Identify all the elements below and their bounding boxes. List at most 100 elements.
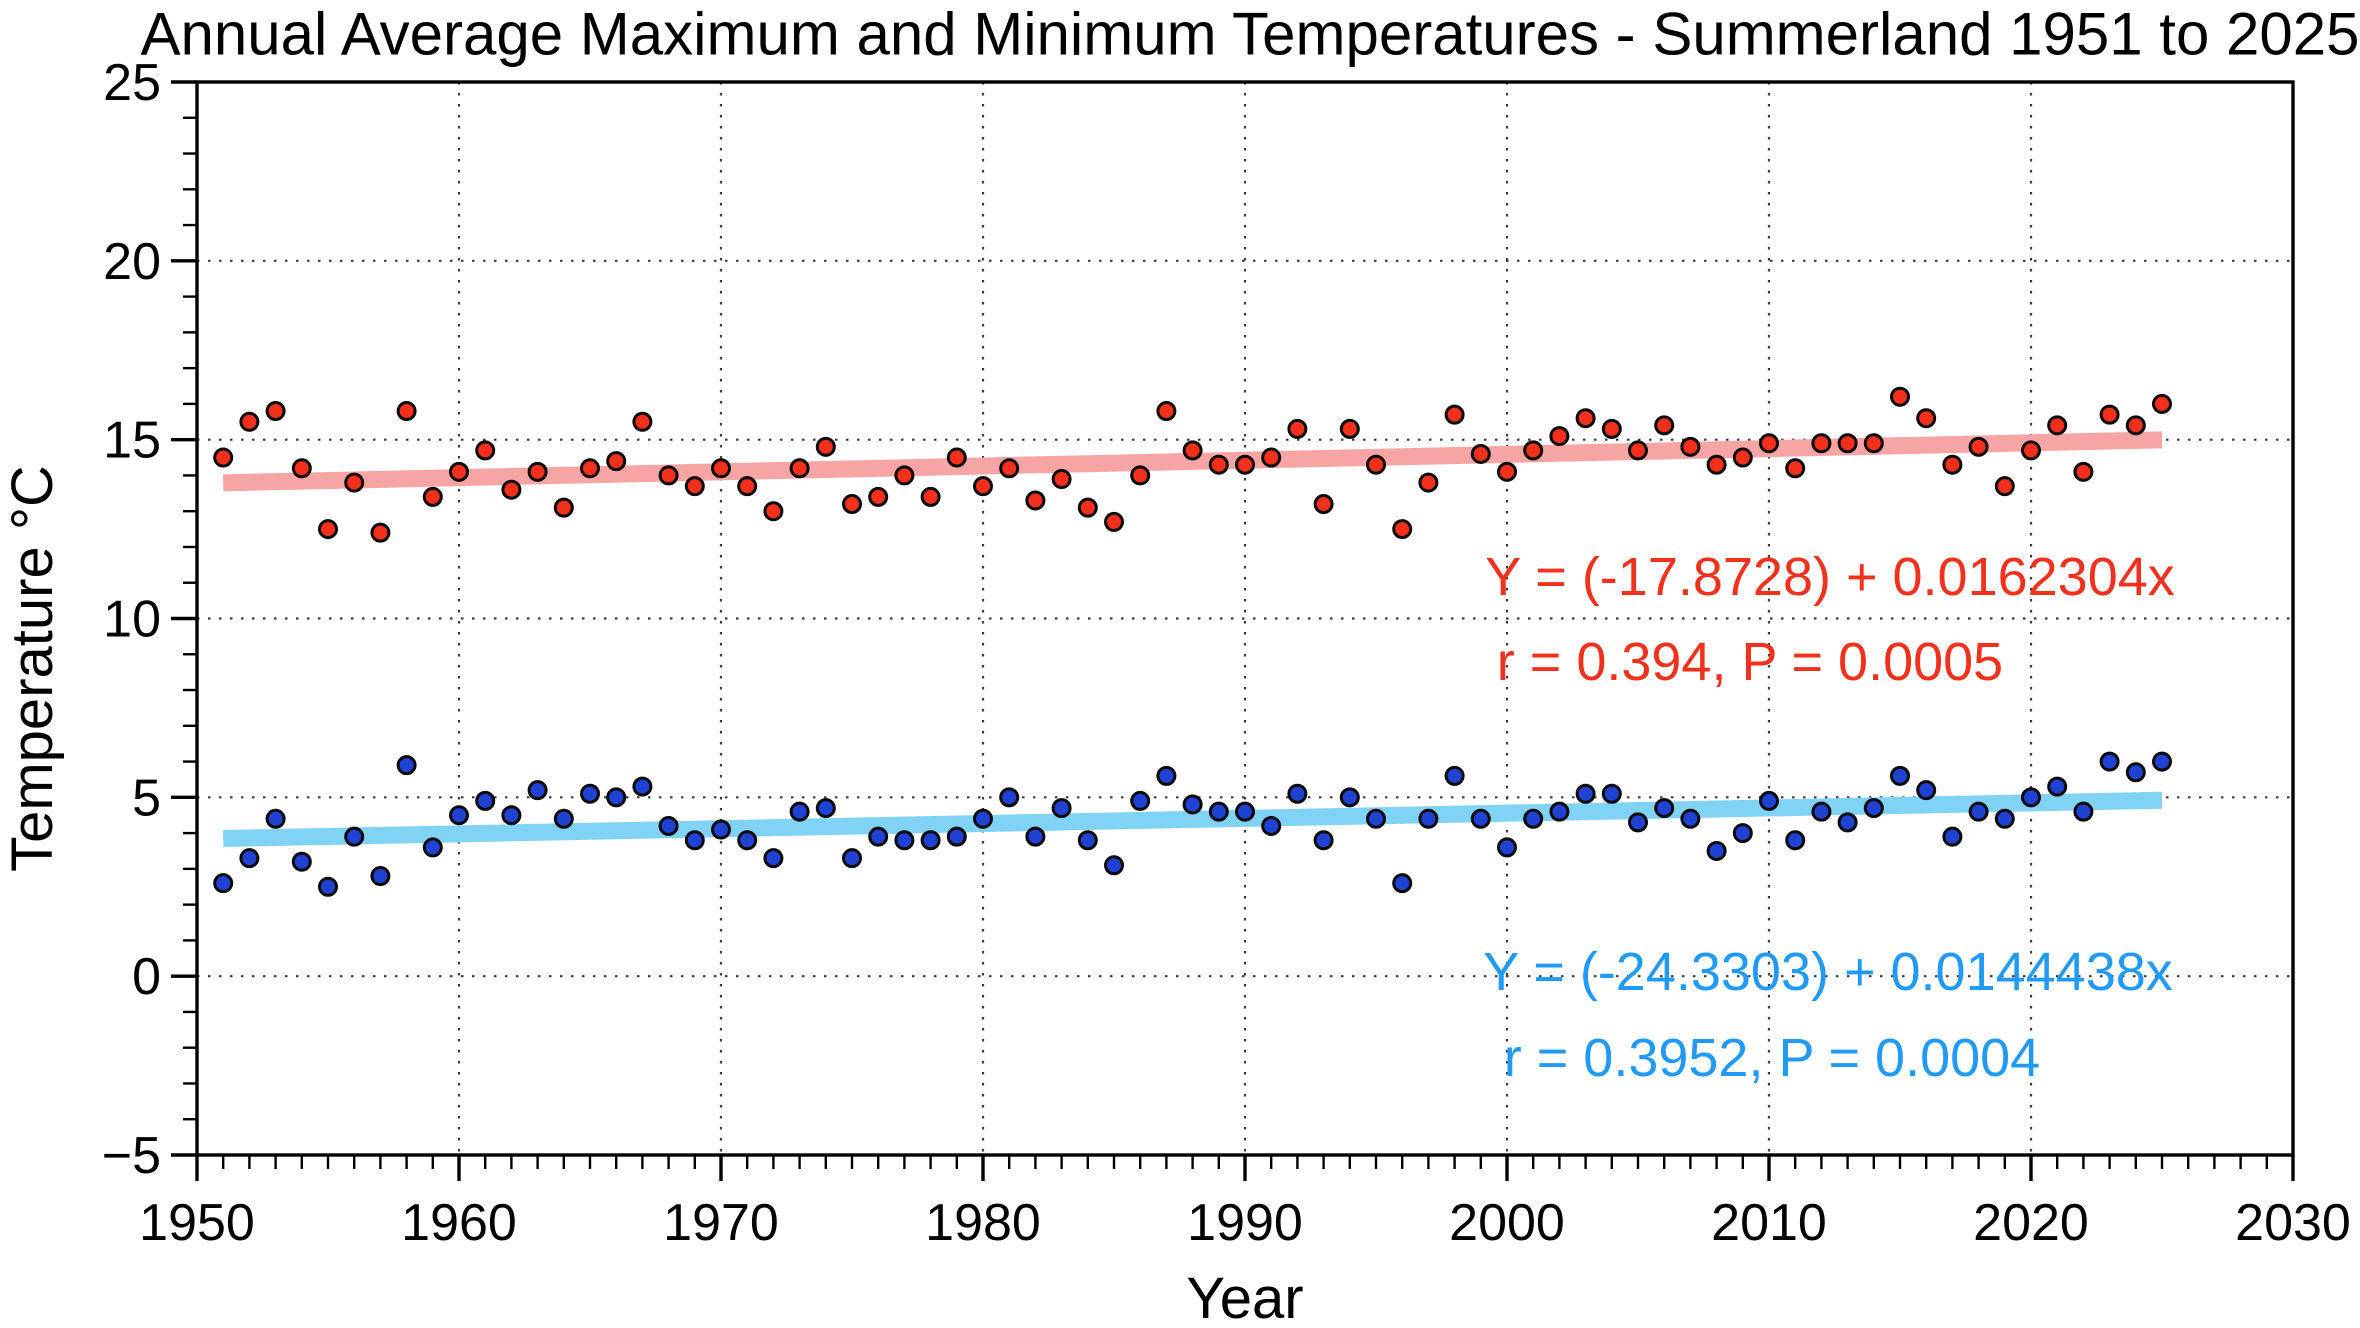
min-data-point [1051, 798, 1072, 819]
max-data-point [265, 401, 286, 422]
min-data-point [501, 805, 522, 826]
min-data-point [1261, 815, 1282, 836]
min-data-point [2152, 751, 2172, 772]
min-data-point [1890, 765, 1910, 786]
min-data-point [265, 808, 286, 829]
min-data-point [946, 826, 967, 847]
min-data-point [239, 848, 260, 869]
max-data-point [999, 458, 1020, 479]
max-data-point [946, 447, 967, 468]
min-data-point [344, 826, 365, 847]
min-data-point [2047, 776, 2068, 797]
max-data-point [1654, 415, 1675, 436]
max-data-point [894, 465, 915, 486]
max-data-point [1523, 440, 1544, 461]
max-data-point [632, 411, 653, 432]
min-data-point [632, 776, 653, 797]
min-data-point [658, 815, 679, 836]
x-tick-label: 2020 [1973, 1194, 2089, 1252]
min-data-point [684, 830, 705, 851]
x-tick-label: 2030 [2235, 1194, 2351, 1252]
min-data-point [422, 837, 443, 858]
min-data-point [894, 830, 915, 851]
min-data-point [1916, 780, 1937, 801]
max-data-point [1287, 418, 1308, 439]
min-data-point [580, 783, 600, 804]
max-trend-statistics: r = 0.394, P = 0.0005 [1496, 632, 2004, 692]
max-data-point [1077, 497, 1098, 518]
min-data-point [1654, 798, 1675, 819]
min-data-point [737, 830, 758, 851]
min-data-point [789, 801, 810, 822]
min-data-point [2125, 762, 2146, 783]
max-data-point [842, 494, 862, 515]
max-data-point [1759, 433, 1779, 454]
min-data-point [1182, 794, 1203, 815]
max-data-point [370, 522, 391, 543]
max-data-point [763, 501, 784, 522]
min-data-point [763, 848, 784, 869]
max-data-point [1706, 454, 1727, 475]
max-data-point [815, 436, 836, 457]
min-data-point [1287, 783, 1308, 804]
min-data-point [1313, 830, 1334, 851]
min-data-point [1444, 765, 1465, 786]
max-data-point [239, 411, 260, 432]
min-data-point [1418, 808, 1439, 829]
min-data-point [1025, 826, 1046, 847]
min-data-point [1968, 801, 1989, 822]
max-data-point [1837, 433, 1858, 454]
min-data-point [1837, 812, 1858, 833]
min-data-point [449, 805, 469, 826]
max-data-point [606, 451, 627, 472]
min-trend-equation: Y = (-24.3303) + 0.0144438x [1483, 942, 2173, 1002]
max-data-point [1418, 472, 1439, 493]
max-data-point [1235, 454, 1255, 475]
max-data-point [449, 461, 469, 482]
max-data-point [711, 458, 731, 479]
min-data-point [1549, 801, 1570, 822]
min-data-point [1130, 790, 1151, 811]
max-data-point [553, 497, 574, 518]
max-data-point [1575, 408, 1596, 429]
max-data-point [1497, 461, 1517, 482]
min-data-point [711, 819, 731, 840]
max-data-point [527, 461, 548, 482]
max-data-point [789, 458, 810, 479]
x-tick-label: 1980 [925, 1194, 1041, 1252]
x-tick-label: 1970 [663, 1194, 779, 1252]
min-data-point [1470, 808, 1491, 829]
max-data-point [1025, 490, 1046, 511]
max-data-point [2047, 415, 2068, 436]
max-data-point [1890, 386, 1910, 407]
min-data-point [973, 808, 993, 829]
min-data-point [1785, 830, 1806, 851]
y-tick-label: 20 [103, 233, 161, 291]
y-tick-label: 0 [132, 948, 161, 1006]
x-tick-label: 1960 [401, 1194, 517, 1252]
min-data-point [1628, 812, 1648, 833]
min-data-point [1392, 873, 1413, 894]
min-data-point [291, 851, 312, 872]
max-data-point [1942, 454, 1963, 475]
max-data-point [1130, 465, 1151, 486]
max-data-point [1863, 433, 1884, 454]
min-data-point [1575, 783, 1596, 804]
min-data-point [1942, 826, 1963, 847]
min-data-point [815, 798, 836, 819]
max-data-point [973, 476, 993, 497]
x-tick-label: 2000 [1449, 1194, 1565, 1252]
max-trend-equation: Y = (-17.8728) + 0.0162304x [1485, 547, 2175, 607]
min-data-point [370, 866, 391, 887]
max-data-point [1785, 458, 1806, 479]
min-data-point [553, 808, 574, 829]
max-data-point [1732, 447, 1753, 468]
max-data-point [1156, 401, 1177, 422]
min-data-point [2099, 751, 2120, 772]
y-tick-label: 10 [103, 591, 161, 649]
max-data-point [868, 486, 889, 507]
min-data-point [1235, 801, 1255, 822]
max-data-point [920, 486, 941, 507]
